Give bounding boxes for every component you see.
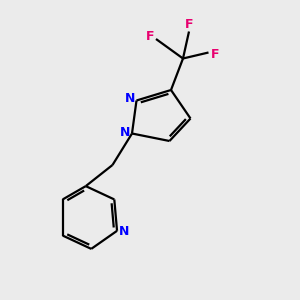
Text: F: F (146, 29, 154, 43)
Text: N: N (119, 225, 130, 238)
Text: F: F (185, 18, 193, 32)
Text: F: F (211, 47, 219, 61)
Text: N: N (125, 92, 135, 106)
Text: N: N (120, 125, 130, 139)
